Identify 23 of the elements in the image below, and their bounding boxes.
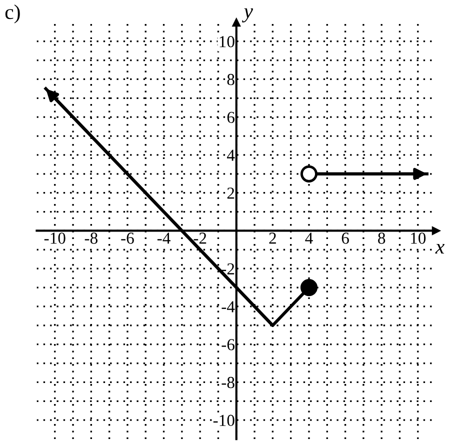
x-tick-label: 8 [378,232,386,244]
y-tick-label: -6 [222,339,234,350]
x-tick-label: -8 [84,232,98,244]
x-tick-label: -10 [44,232,66,244]
text: c) [5,4,20,24]
x-tick-label: -4 [157,232,170,244]
y-tick-label: -2 [222,263,234,274]
y-tick-label: 6 [227,112,234,124]
x-tick-label: 10 [411,232,426,244]
x-tick-label: -6 [121,232,134,244]
x-tick-label: 2 [269,232,276,244]
x-tick-label: -2 [194,232,206,244]
y-tick-label: -10 [213,414,234,426]
y-tick-label: -4 [222,301,235,312]
y-tick-label: 2 [227,188,234,199]
y-tick-label: 8 [227,74,234,86]
x-tick-label: 6 [342,232,349,244]
y-tick-label: 4 [226,150,235,161]
y-axis-title: y [242,8,253,22]
x-axis-title: x [435,244,445,254]
y-tick-label: 10 [220,36,234,48]
x-tick-label: 4 [305,232,313,244]
y-tick-label: -8 [222,376,234,388]
